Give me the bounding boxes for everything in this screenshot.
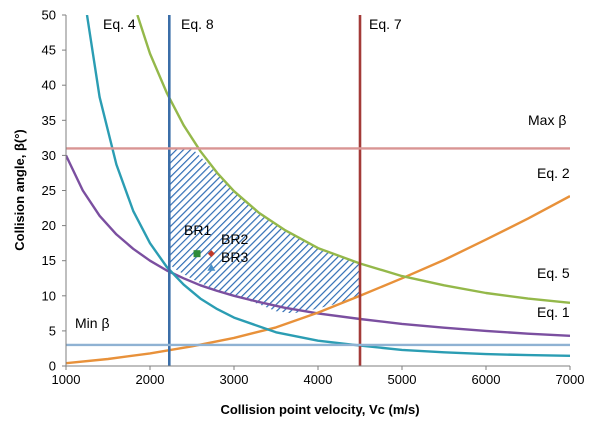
y-axis-title: Collision angle, β(°) [12, 129, 27, 250]
x-tick-label: 2000 [136, 372, 165, 387]
y-tick-label: 25 [42, 183, 56, 198]
series-line-eq-2 [66, 195, 570, 365]
x-tick-label: 5000 [388, 372, 417, 387]
y-tick-label: 45 [42, 43, 56, 58]
y-tick-label: 40 [42, 78, 56, 93]
annotation-br2: BR2 [221, 231, 248, 247]
series-line-eq-5 [136, 15, 570, 304]
series-line-eq-1 [66, 154, 570, 337]
annotation-min-beta: Min β [75, 315, 110, 331]
data-point-br1 [193, 250, 201, 258]
y-tick-label: 30 [42, 148, 56, 163]
y-tick-label: 50 [42, 8, 56, 23]
x-tick-label: 1000 [52, 372, 81, 387]
weldability-window-hatch [169, 148, 360, 314]
annotation-eq-7: Eq. 7 [369, 16, 402, 32]
annotation-eq-8: Eq. 8 [181, 16, 214, 32]
annotation-eq-2: Eq. 2 [537, 165, 570, 181]
annotation-eq-4: Eq. 4 [103, 16, 136, 32]
x-tick-label: 7000 [556, 372, 585, 387]
annotation-br3: BR3 [221, 249, 248, 265]
y-tick-label: 5 [49, 323, 56, 338]
y-tick-label: 35 [42, 113, 56, 128]
y-tick-label: 10 [42, 288, 56, 303]
y-tick-label: 20 [42, 218, 56, 233]
annotation-max-beta: Max β [528, 112, 566, 128]
x-axis-title: Collision point velocity, Vc (m/s) [220, 402, 419, 417]
data-point-br2 [207, 250, 215, 258]
x-tick-label: 6000 [472, 372, 501, 387]
y-tick-label: 0 [49, 359, 56, 374]
series-line-eq-4 [85, 15, 570, 357]
data-point-br3 [207, 263, 216, 271]
x-tick-label: 4000 [304, 372, 333, 387]
annotation-eq-5: Eq. 5 [537, 265, 570, 281]
x-tick-label: 3000 [220, 372, 249, 387]
annotation-eq-1: Eq. 1 [537, 304, 570, 320]
annotation-br1: BR1 [184, 222, 211, 238]
y-tick-label: 15 [42, 253, 56, 268]
